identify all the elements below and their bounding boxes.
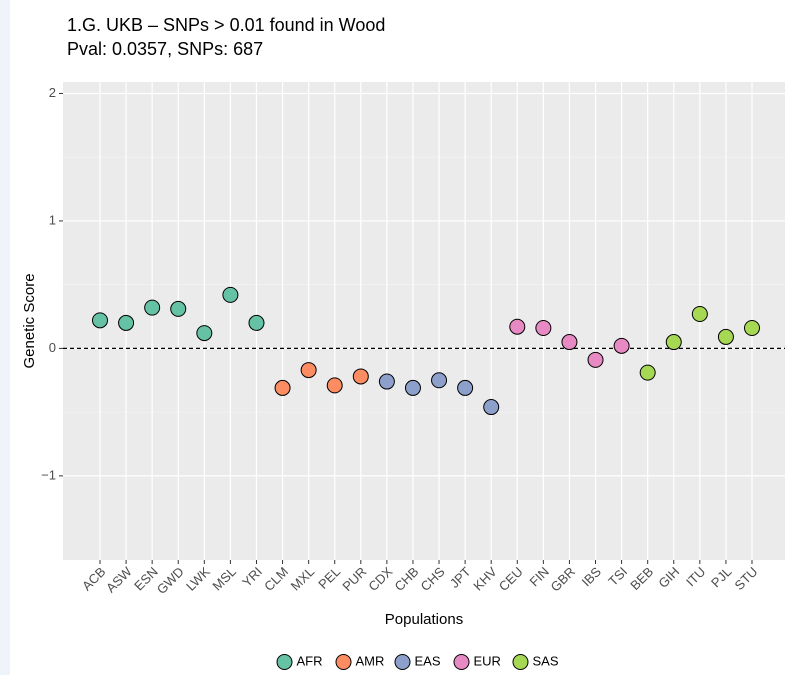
legend-label: AMR	[356, 653, 385, 668]
point	[509, 318, 526, 335]
y-tick-label: 1	[49, 212, 56, 227]
point	[483, 399, 500, 416]
legend-label: EUR	[474, 653, 501, 668]
point	[92, 312, 108, 329]
point	[665, 334, 682, 351]
point	[222, 286, 239, 303]
legend-marker	[512, 654, 529, 670]
y-tick-label: 0	[49, 340, 56, 355]
x-axis-label: Populations	[385, 611, 463, 628]
point	[196, 325, 213, 342]
point	[535, 320, 552, 337]
legend-marker	[335, 654, 352, 670]
point	[378, 373, 395, 390]
chart-title: 1.G. UKB – SNPs > 0.01 found in Wood	[67, 15, 385, 35]
legend-marker	[394, 654, 411, 670]
point	[404, 379, 421, 396]
point	[561, 334, 578, 351]
point	[144, 299, 161, 316]
point	[248, 314, 265, 331]
point	[639, 364, 656, 381]
chart-subtitle: Pval: 0.0357, SNPs: 687	[67, 39, 263, 59]
point	[118, 314, 135, 331]
legend-label: AFR	[297, 653, 323, 668]
y-tick-label: −1	[41, 467, 56, 482]
panel	[63, 82, 785, 560]
point	[170, 300, 187, 317]
point	[744, 320, 760, 337]
legend-marker	[276, 654, 293, 670]
point	[587, 351, 604, 368]
point	[717, 328, 734, 345]
point	[274, 379, 291, 396]
point	[326, 377, 343, 394]
point	[431, 372, 448, 389]
point	[300, 362, 317, 379]
point	[691, 305, 708, 322]
point	[613, 337, 630, 354]
point	[352, 368, 369, 385]
y-axis-label: Genetic Score	[21, 273, 38, 368]
y-tick-label: 2	[49, 85, 56, 100]
legend-label: EAS	[415, 653, 441, 668]
legend-label: SAS	[533, 653, 559, 668]
legend-marker	[453, 654, 470, 670]
point	[457, 379, 474, 396]
